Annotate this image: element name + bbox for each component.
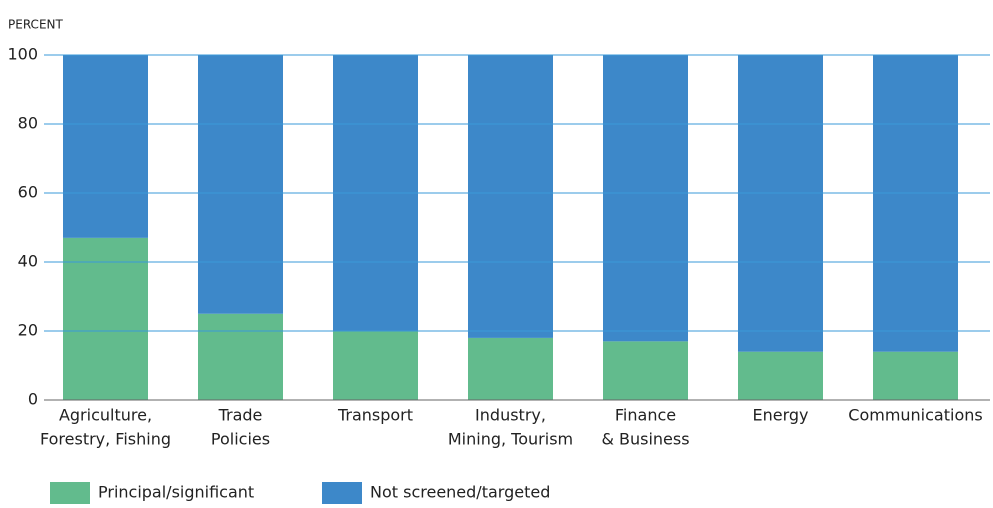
- y-tick-label: 100: [7, 45, 38, 64]
- bar-segment: [63, 237, 148, 400]
- x-tick-label: Communications: [848, 406, 982, 425]
- bar-segment: [198, 55, 283, 314]
- bar-segment: [738, 55, 823, 352]
- bar-segment: [873, 55, 958, 352]
- bar-segment: [63, 55, 148, 238]
- bar-segment: [603, 55, 688, 342]
- bar-segment: [468, 337, 553, 400]
- y-axis-label: PERCENT: [8, 18, 63, 32]
- x-tick-label: Agriculture,: [59, 406, 152, 425]
- bar-segment: [333, 331, 418, 400]
- y-tick-label: 40: [18, 252, 38, 271]
- bar-segment: [873, 351, 958, 400]
- x-tick-label: Transport: [337, 406, 413, 425]
- bar-segment: [603, 341, 688, 400]
- x-tick-label: Mining, Tourism: [448, 430, 573, 449]
- x-tick-label: Energy: [752, 406, 808, 425]
- x-tick-label: Forestry, Fishing: [40, 430, 171, 449]
- x-tick-label: Industry,: [475, 406, 546, 425]
- x-tick-label: Finance: [615, 406, 676, 425]
- x-tick-label: & Business: [601, 430, 689, 449]
- legend-label: Principal/significant: [98, 483, 254, 502]
- legend-swatch: [322, 482, 362, 504]
- y-tick-label: 80: [18, 114, 38, 133]
- bar-segment: [738, 351, 823, 400]
- legend-swatch: [50, 482, 90, 504]
- x-tick-label: Trade: [218, 406, 263, 425]
- bar-segment: [468, 55, 553, 338]
- y-tick-label: 0: [28, 390, 38, 409]
- y-tick-label: 60: [18, 183, 38, 202]
- y-tick-label: 20: [18, 321, 38, 340]
- legend-label: Not screened/targeted: [370, 483, 550, 502]
- bar-segment: [198, 313, 283, 400]
- x-tick-label: Policies: [211, 430, 270, 449]
